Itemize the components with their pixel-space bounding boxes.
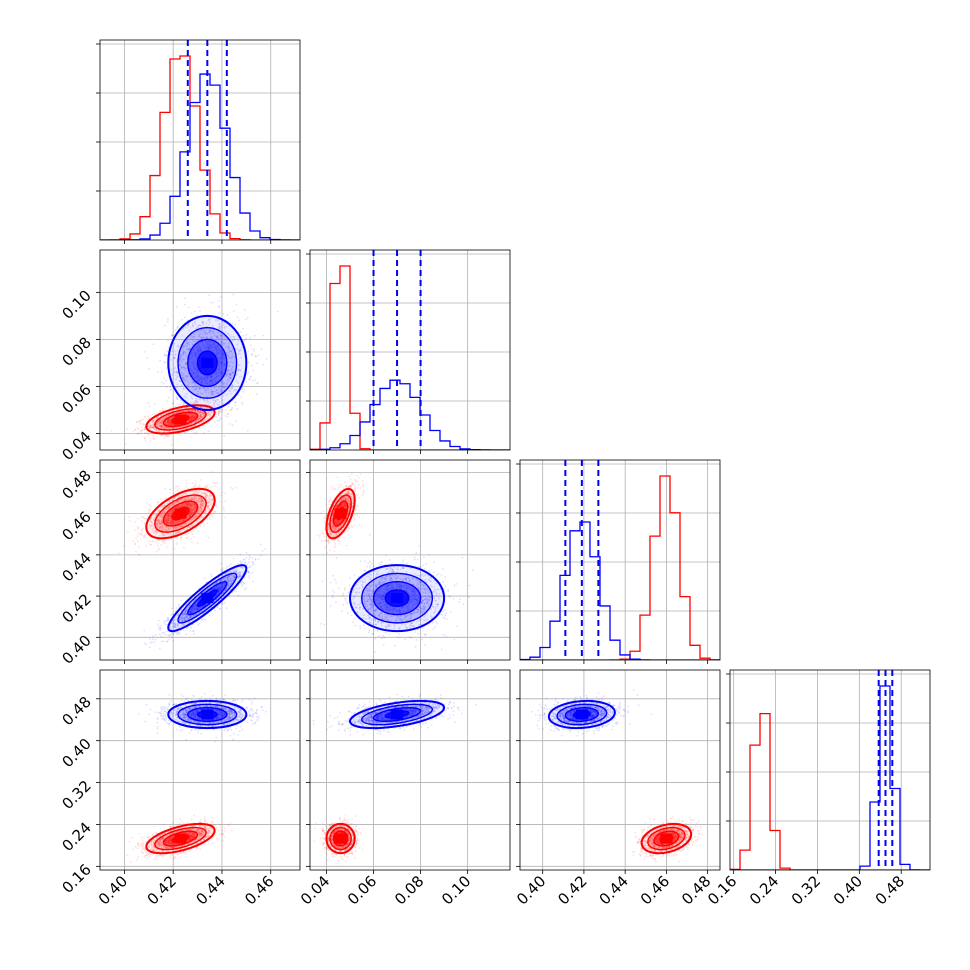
panel-background [730, 670, 930, 870]
panel-background [100, 670, 300, 870]
panel-frame [99, 459, 301, 661]
x-tick-label: 0.32 [788, 872, 824, 908]
y-tick-label: 0.48 [58, 466, 94, 502]
x-tick-label: 0.44 [192, 872, 228, 908]
y-tick-label: 0.42 [58, 590, 94, 626]
y-tick-label: 0.06 [58, 381, 94, 417]
density-peak-series-1 [391, 593, 404, 604]
x-tick-label: 0.46 [241, 872, 277, 908]
scatter-panel-3-1: 0.04 0.06 0.08 0.10 [297, 669, 511, 908]
density-peak-series-0 [334, 508, 347, 519]
histogram-panel-0 [96, 39, 301, 244]
density-peak-series-0 [174, 508, 187, 519]
panel-frame [309, 669, 511, 871]
x-tick-label: 0.48 [872, 872, 908, 908]
panel-content [312, 693, 477, 865]
histogram-panel-3: 0.16 0.24 0.32 0.40 0.48 [704, 669, 931, 908]
x-tick-label: 0.06 [344, 872, 380, 908]
panel-background [520, 670, 720, 870]
panel-content [117, 471, 267, 650]
panel-content [126, 693, 267, 864]
x-tick-label: 0.44 [596, 872, 632, 908]
panel-background [100, 250, 300, 450]
histogram-series-0 [520, 475, 720, 660]
panel-frame [99, 669, 301, 871]
density-peak-series-1 [201, 593, 214, 604]
y-tick-label: 0.48 [58, 693, 94, 729]
x-tick-label: 0.04 [297, 872, 333, 908]
x-tick-label: 0.46 [637, 872, 673, 908]
panel-frame [309, 459, 511, 661]
y-tick-label: 0.04 [58, 428, 94, 464]
histogram-panel-1 [306, 249, 511, 454]
scatter-panel-3-2: 0.40 0.42 0.44 0.46 0.48 [513, 669, 721, 908]
density-peak-series-0 [174, 833, 187, 844]
y-tick-label: 0.16 [58, 860, 94, 896]
panel-frame [519, 669, 721, 871]
scatter-panel-3-0: 0.40 0.42 0.44 0.46 0.16 0.24 0.32 0.40 0.48 [58, 669, 301, 908]
x-tick-label: 0.40 [95, 872, 131, 908]
histogram-panel-2 [516, 459, 721, 664]
x-tick-label: 0.24 [746, 872, 782, 908]
x-tick-label: 0.08 [391, 872, 427, 908]
density-peak-series-0 [660, 833, 673, 844]
density-peak-series-1 [575, 709, 588, 720]
density-peak-series-1 [201, 709, 214, 720]
density-peak-series-0 [174, 414, 187, 425]
x-tick-label: 0.40 [830, 872, 866, 908]
y-tick-label: 0.40 [58, 735, 94, 771]
density-peak-series-1 [391, 709, 404, 720]
panel-background [520, 460, 720, 660]
scatter-panel-1-0: 0.04 0.06 0.08 0.10 [58, 249, 301, 464]
panel-frame [729, 669, 931, 871]
y-tick-label: 0.08 [58, 334, 94, 370]
x-tick-label: 0.16 [704, 872, 740, 908]
y-tick-label: 0.10 [58, 286, 94, 322]
panel-content [316, 473, 474, 654]
y-tick-label: 0.44 [58, 549, 94, 585]
panel-background [100, 460, 300, 660]
panel-content [531, 688, 703, 863]
x-tick-label: 0.40 [513, 872, 549, 908]
x-tick-label: 0.42 [144, 872, 180, 908]
x-tick-label: 0.42 [554, 872, 590, 908]
panel-frame [99, 249, 301, 451]
panel-frame [519, 459, 721, 661]
density-peak-series-0 [334, 833, 347, 844]
y-tick-label: 0.40 [58, 631, 94, 667]
density-peak-series-1 [201, 357, 214, 368]
panel-frame [99, 39, 301, 241]
scatter-panel-2-1 [306, 459, 511, 664]
panel-content [110, 293, 279, 450]
y-tick-label: 0.24 [58, 819, 94, 855]
y-tick-label: 0.46 [58, 508, 94, 544]
y-tick-label: 0.32 [58, 777, 94, 813]
panel-background [310, 250, 510, 450]
scatter-panel-2-0: 0.40 0.42 0.44 0.46 0.48 [58, 459, 301, 668]
panel-frame [309, 249, 511, 451]
panel-background [310, 460, 510, 660]
x-tick-label: 0.10 [438, 872, 474, 908]
